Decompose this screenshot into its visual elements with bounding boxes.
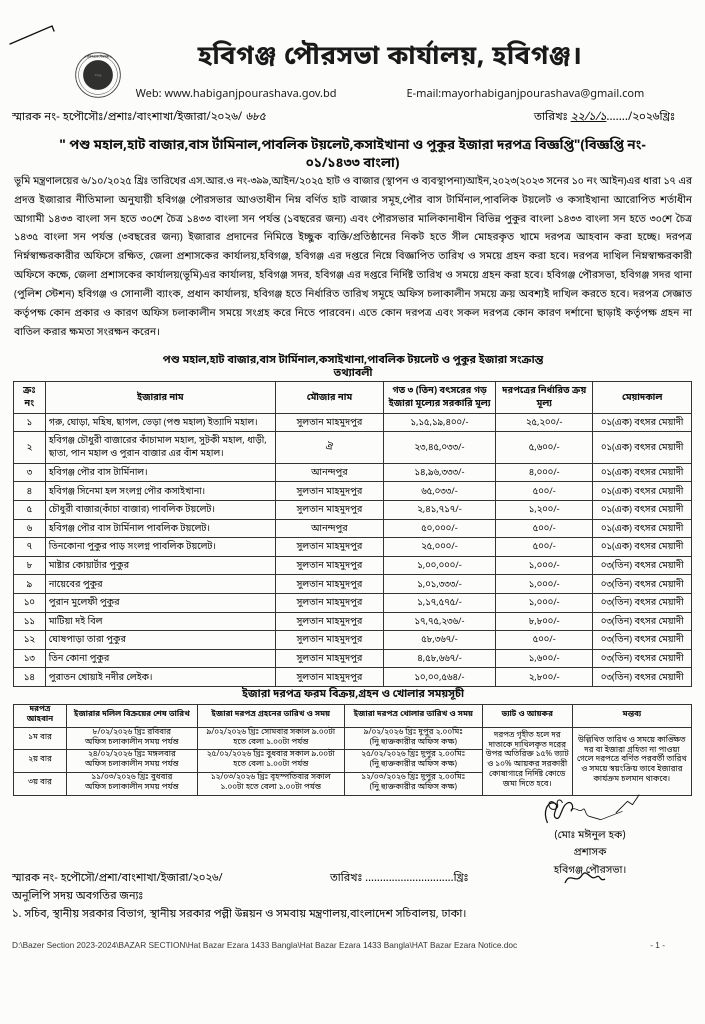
svg-text:★হবিগঞ্জ★পৌরসভা★: ★হবিগঞ্জ★পৌরসভা★	[83, 55, 112, 60]
svg-text:০২৬: ০২৬	[95, 74, 102, 79]
